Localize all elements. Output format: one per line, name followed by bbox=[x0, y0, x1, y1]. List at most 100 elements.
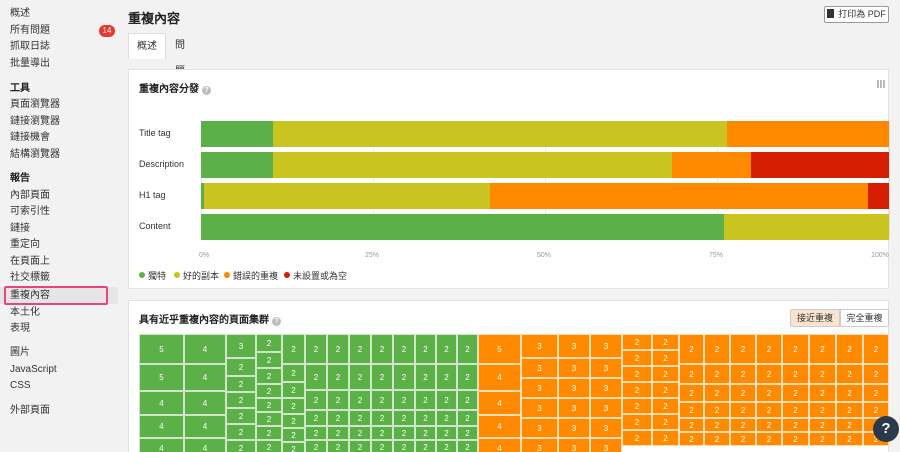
cluster-cell[interactable]: 2 bbox=[226, 358, 256, 376]
cluster-cell[interactable]: 2 bbox=[457, 364, 478, 390]
cluster-cell[interactable]: 2 bbox=[756, 418, 782, 432]
cluster-cell[interactable]: 2 bbox=[679, 432, 704, 446]
legend-item-good-copy[interactable]: 好的副本 bbox=[174, 269, 219, 282]
cluster-cell[interactable]: 2 bbox=[704, 402, 730, 418]
tab-overview[interactable]: 概述 bbox=[128, 33, 166, 59]
cluster-cell[interactable]: 2 bbox=[256, 334, 282, 352]
sidebar-item-localization[interactable]: 本土化 bbox=[10, 307, 40, 318]
bar-row[interactable] bbox=[201, 121, 889, 147]
cluster-cell[interactable]: 2 bbox=[415, 364, 436, 390]
cluster-cell[interactable]: 3 bbox=[226, 334, 256, 358]
sidebar-item-javascript[interactable]: JavaScript bbox=[10, 364, 57, 375]
cluster-cell[interactable]: 3 bbox=[590, 358, 622, 378]
cluster-cell[interactable]: 2 bbox=[436, 390, 457, 410]
cluster-cell[interactable]: 2 bbox=[226, 408, 256, 424]
cluster-cell[interactable]: 2 bbox=[679, 334, 704, 364]
cluster-cell[interactable]: 2 bbox=[349, 410, 371, 426]
sidebar-item-internal-pages[interactable]: 內部頁面 bbox=[10, 190, 50, 201]
bar-row[interactable] bbox=[201, 152, 889, 178]
cluster-cell[interactable]: 2 bbox=[282, 382, 305, 398]
cluster-cell[interactable]: 2 bbox=[457, 410, 478, 426]
cluster-cell[interactable]: 2 bbox=[782, 364, 809, 384]
cluster-cell[interactable]: 2 bbox=[415, 390, 436, 410]
cluster-cell[interactable]: 2 bbox=[836, 334, 863, 364]
cluster-cell[interactable]: 2 bbox=[622, 430, 652, 446]
cluster-cell[interactable]: 2 bbox=[282, 414, 305, 428]
sidebar-item-all-issues[interactable]: 所有問題 bbox=[10, 25, 50, 36]
cluster-cell[interactable]: 2 bbox=[457, 390, 478, 410]
sidebar-item-links[interactable]: 鏈接 bbox=[10, 223, 30, 234]
cluster-cell[interactable]: 4 bbox=[478, 391, 521, 415]
bar-segment[interactable] bbox=[751, 152, 889, 178]
cluster-cell[interactable]: 5 bbox=[139, 334, 184, 364]
cluster-cell[interactable]: 2 bbox=[393, 440, 415, 452]
cluster-cell[interactable]: 3 bbox=[521, 358, 558, 378]
cluster-cell[interactable]: 2 bbox=[704, 334, 730, 364]
cluster-cell[interactable]: 2 bbox=[730, 384, 756, 402]
column-settings-icon[interactable] bbox=[877, 80, 886, 88]
cluster-cell[interactable]: 2 bbox=[393, 426, 415, 440]
cluster-cell[interactable]: 3 bbox=[558, 358, 590, 378]
cluster-cell[interactable]: 2 bbox=[436, 440, 457, 452]
bar-segment[interactable] bbox=[203, 183, 490, 209]
bar-row[interactable] bbox=[201, 183, 889, 209]
cluster-cell[interactable]: 2 bbox=[809, 432, 836, 446]
cluster-cell[interactable]: 2 bbox=[756, 384, 782, 402]
cluster-cell[interactable]: 4 bbox=[139, 438, 184, 452]
cluster-cell[interactable]: 4 bbox=[478, 438, 521, 452]
cluster-cell[interactable]: 2 bbox=[393, 410, 415, 426]
cluster-cell[interactable]: 2 bbox=[836, 364, 863, 384]
cluster-cell[interactable]: 2 bbox=[782, 432, 809, 446]
cluster-cell[interactable]: 2 bbox=[457, 334, 478, 364]
cluster-cell[interactable]: 2 bbox=[327, 440, 349, 452]
cluster-cell[interactable]: 2 bbox=[371, 426, 393, 440]
cluster-cell[interactable]: 2 bbox=[836, 402, 863, 418]
cluster-cell[interactable]: 2 bbox=[436, 334, 457, 364]
bar-segment[interactable] bbox=[201, 183, 204, 209]
cluster-cell[interactable]: 4 bbox=[478, 364, 521, 391]
sidebar-item-css[interactable]: CSS bbox=[10, 380, 31, 391]
legend-item-bad-duplicate[interactable]: 錯誤的重複 bbox=[224, 269, 278, 282]
cluster-cell[interactable]: 2 bbox=[730, 418, 756, 432]
cluster-cell[interactable]: 2 bbox=[863, 402, 889, 418]
cluster-cell[interactable]: 2 bbox=[863, 334, 889, 364]
cluster-cell[interactable]: 2 bbox=[704, 418, 730, 432]
cluster-cell[interactable]: 3 bbox=[558, 418, 590, 438]
cluster-cell[interactable]: 3 bbox=[558, 398, 590, 418]
cluster-cell[interactable]: 2 bbox=[652, 414, 679, 430]
cluster-cell[interactable]: 2 bbox=[782, 402, 809, 418]
cluster-cell[interactable]: 2 bbox=[349, 334, 371, 364]
cluster-cell[interactable]: 2 bbox=[349, 440, 371, 452]
bar-segment[interactable] bbox=[489, 183, 869, 209]
bar-segment[interactable] bbox=[723, 214, 889, 240]
cluster-cell[interactable]: 2 bbox=[836, 432, 863, 446]
bar-segment[interactable] bbox=[727, 121, 889, 147]
cluster-cell[interactable]: 3 bbox=[558, 334, 590, 358]
cluster-cell[interactable]: 3 bbox=[558, 438, 590, 452]
cluster-cell[interactable]: 2 bbox=[457, 440, 478, 452]
cluster-cell[interactable]: 2 bbox=[371, 410, 393, 426]
cluster-cell[interactable]: 4 bbox=[184, 334, 226, 364]
cluster-cell[interactable]: 3 bbox=[590, 378, 622, 398]
cluster-cell[interactable]: 2 bbox=[327, 426, 349, 440]
cluster-cell[interactable]: 2 bbox=[863, 384, 889, 402]
cluster-cell[interactable]: 2 bbox=[622, 414, 652, 430]
bar-segment[interactable] bbox=[201, 152, 274, 178]
cluster-cell[interactable]: 2 bbox=[393, 364, 415, 390]
cluster-cell[interactable]: 2 bbox=[349, 364, 371, 390]
cluster-cell[interactable]: 4 bbox=[184, 391, 226, 415]
cluster-cell[interactable]: 2 bbox=[256, 352, 282, 368]
cluster-cell[interactable]: 2 bbox=[282, 442, 305, 452]
sidebar-item-social-tags[interactable]: 社交標籤 bbox=[10, 272, 50, 283]
cluster-cell[interactable]: 2 bbox=[349, 426, 371, 440]
sidebar-item-overview[interactable]: 概述 bbox=[10, 8, 30, 19]
cluster-cell[interactable]: 2 bbox=[327, 334, 349, 364]
cluster-cell[interactable]: 2 bbox=[756, 364, 782, 384]
cluster-cell[interactable]: 2 bbox=[704, 432, 730, 446]
cluster-cell[interactable]: 2 bbox=[836, 384, 863, 402]
cluster-cell[interactable]: 2 bbox=[256, 426, 282, 440]
cluster-cell[interactable]: 2 bbox=[305, 364, 327, 390]
cluster-cell[interactable]: 3 bbox=[521, 398, 558, 418]
cluster-cell[interactable]: 2 bbox=[809, 418, 836, 432]
help-icon[interactable]: ? bbox=[202, 86, 211, 95]
